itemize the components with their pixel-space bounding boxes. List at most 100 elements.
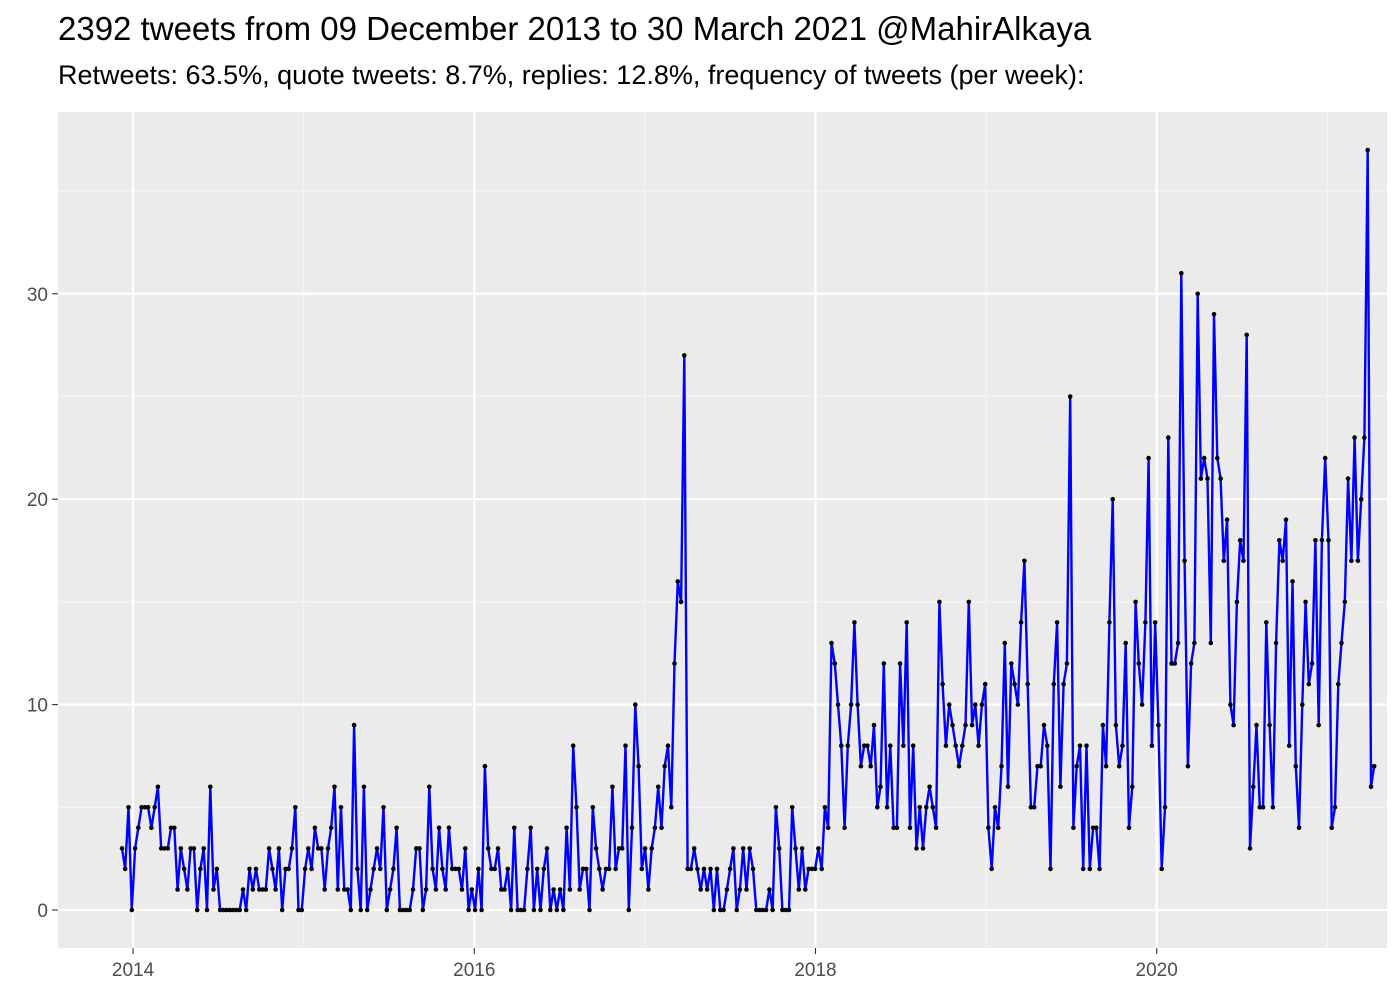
data-point: [1149, 743, 1155, 748]
data-point: [754, 907, 759, 913]
data-point: [508, 907, 514, 913]
data-point: [606, 866, 612, 872]
data-point: [1074, 763, 1079, 769]
data-point: [1084, 743, 1089, 748]
data-point: [1211, 312, 1217, 317]
data-point: [835, 702, 841, 707]
data-point: [1126, 825, 1132, 831]
data-point: [208, 784, 213, 790]
data-point: [839, 743, 844, 748]
data-point: [544, 846, 550, 851]
data-point: [924, 805, 929, 810]
data-point: [1358, 496, 1364, 502]
data-point: [649, 846, 654, 851]
data-point: [1123, 640, 1128, 646]
data-point: [891, 825, 896, 831]
data-point: [139, 805, 144, 810]
data-point: [505, 866, 511, 872]
data-point: [901, 743, 906, 748]
data-point: [302, 866, 308, 872]
data-point: [718, 907, 723, 913]
data-point: [260, 887, 265, 892]
data-point: [888, 743, 893, 748]
data-point: [436, 825, 442, 831]
data-point: [904, 620, 909, 625]
data-point: [485, 846, 491, 851]
data-point: [368, 887, 373, 892]
data-point: [832, 661, 838, 666]
data-point: [1322, 455, 1328, 461]
data-point: [279, 907, 285, 913]
data-point: [584, 866, 589, 872]
data-point: [1169, 661, 1174, 666]
data-point: [194, 907, 200, 913]
data-point: [626, 907, 632, 913]
y-tick-label: 20: [27, 490, 48, 511]
data-point: [763, 907, 769, 913]
data-point: [920, 846, 926, 851]
data-point: [149, 825, 154, 831]
data-point: [708, 866, 713, 872]
data-point: [973, 702, 978, 707]
data-point: [492, 866, 498, 872]
data-point: [319, 846, 324, 851]
data-point: [1146, 455, 1151, 461]
data-point: [1116, 763, 1122, 769]
data-point: [188, 846, 193, 851]
data-point: [1362, 435, 1367, 440]
data-point: [1100, 722, 1106, 728]
data-point: [1215, 455, 1220, 461]
x-tick-label: 2016: [453, 960, 495, 981]
data-point: [168, 825, 174, 831]
data-point: [152, 805, 157, 810]
plot-panel: [58, 112, 1387, 948]
data-point: [1280, 558, 1285, 564]
data-point: [564, 825, 569, 831]
data-point: [603, 866, 609, 872]
data-point: [554, 907, 560, 913]
data-point: [786, 907, 792, 913]
data-point: [335, 887, 341, 892]
data-point: [237, 907, 242, 913]
data-point: [1228, 702, 1233, 707]
data-point: [1342, 599, 1348, 605]
data-point: [198, 866, 203, 872]
data-point: [1139, 702, 1145, 707]
data-point: [1345, 476, 1351, 481]
data-point: [162, 846, 167, 851]
data-point: [345, 887, 350, 892]
data-point: [1071, 825, 1076, 831]
data-point: [145, 805, 151, 810]
data-point: [1257, 805, 1263, 810]
data-point: [358, 907, 364, 913]
data-point: [593, 846, 599, 851]
data-point: [1012, 681, 1017, 687]
data-point: [440, 866, 445, 872]
data-point: [940, 681, 945, 687]
data-point: [381, 805, 386, 810]
data-point: [796, 887, 802, 892]
data-point: [243, 907, 249, 913]
data-point: [1273, 640, 1279, 646]
data-point: [1175, 640, 1181, 646]
data-point: [1316, 722, 1321, 728]
data-point: [1198, 476, 1204, 481]
data-point: [1201, 455, 1207, 461]
data-point: [989, 866, 994, 872]
data-point: [217, 907, 223, 913]
data-point: [1188, 661, 1194, 666]
data-point: [1326, 538, 1331, 543]
data-point: [1368, 784, 1374, 790]
chart-title: 2392 tweets from 09 December 2013 to 30 …: [58, 10, 1092, 47]
data-point: [449, 866, 455, 872]
data-point: [999, 763, 1004, 769]
data-point: [482, 763, 488, 769]
y-tick-label: 10: [27, 696, 48, 717]
data-point: [515, 907, 520, 913]
data-point: [142, 805, 148, 810]
data-point: [1336, 681, 1341, 687]
data-point: [211, 887, 216, 892]
data-point: [688, 866, 694, 872]
data-point: [126, 805, 131, 810]
